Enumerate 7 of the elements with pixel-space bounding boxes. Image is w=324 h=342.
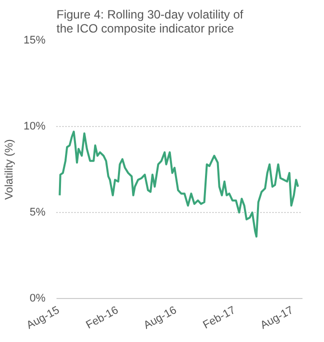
y-tick-label: 0%: [30, 292, 46, 304]
y-tick-label: 5%: [30, 206, 46, 218]
chart-title: Figure 4: Rolling 30-day volatility of the ICO composite indicator price: [56, 8, 244, 36]
y-tick-label: 10%: [23, 120, 46, 132]
line-series: [58, 130, 300, 238]
y-axis-title: Volatility (%): [3, 139, 16, 200]
y-tick-label: 15%: [23, 34, 46, 46]
